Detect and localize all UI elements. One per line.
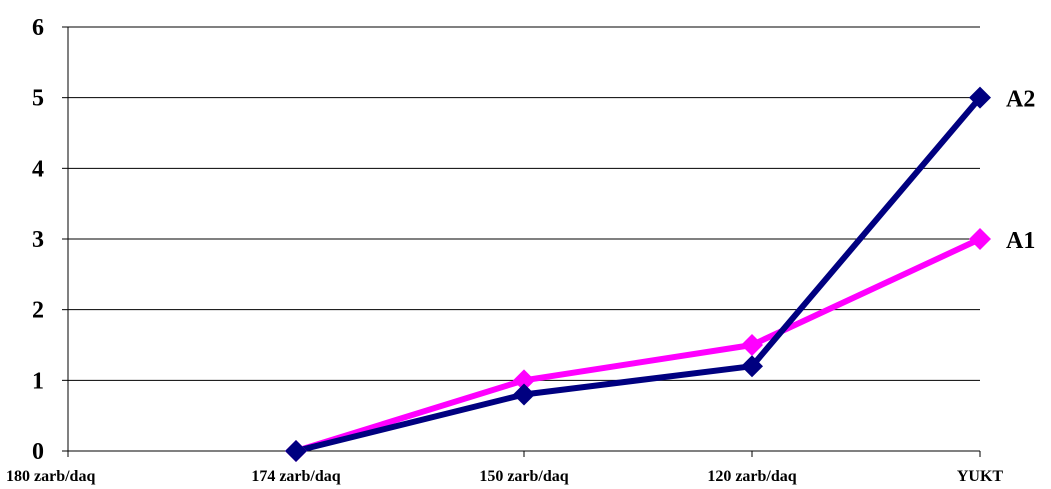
y-tick-label-3: 3 (32, 227, 44, 253)
x-tick-label-180-zarb-daq: 180 zarb/daq (6, 468, 95, 485)
data-point-a2-120-zarb-daq (741, 355, 763, 378)
series-label-a1: A1 (1006, 228, 1035, 254)
data-point-a2-174-zarb-daq (285, 440, 307, 462)
y-tick-label-6: 6 (32, 15, 44, 41)
data-point-a2-150-zarb-daq (513, 383, 535, 406)
y-axis-ticks: 0 1 2 3 4 5 6 (32, 15, 68, 465)
y-tick-label-1: 1 (32, 368, 44, 394)
data-point-a1-150-zarb-daq (513, 369, 535, 392)
series-labels: A1 A2 (1006, 87, 1035, 254)
y-tick-label-4: 4 (32, 156, 44, 182)
data-point-a1-120-zarb-daq (741, 334, 763, 356)
y-tick-label-5: 5 (32, 86, 44, 112)
x-tick-label-174-zarb-daq: 174 zarb/daq (251, 468, 340, 485)
data-point-a2-yukt (969, 86, 991, 109)
series-label-a2: A2 (1006, 87, 1035, 113)
x-axis-ticks: 180 zarb/daq 174 zarb/daq 150 zarb/daq 120 … (6, 451, 1003, 485)
y-tick-label-0: 0 (32, 439, 44, 465)
data-point-a1-yukt (969, 228, 991, 250)
series (285, 86, 991, 462)
series-line-a2 (295, 95, 983, 454)
y-tick-label-2: 2 (32, 298, 44, 324)
x-tick-label-yukt: YUKT (957, 468, 1004, 485)
x-tick-label-120-zarb-daq: 120 zarb/daq (707, 468, 796, 485)
x-tick-label-150-zarb-daq: 150 zarb/daq (479, 468, 568, 485)
series-line-a1 (295, 236, 982, 454)
gridlines (68, 26, 980, 381)
